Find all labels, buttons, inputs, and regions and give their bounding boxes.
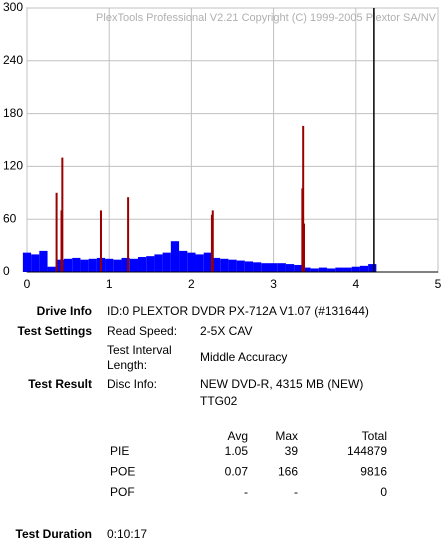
- bar: [137, 257, 147, 272]
- info-panel: Drive Info ID:0 PLEXTOR DVDR PX-712A V1.…: [16, 304, 387, 541]
- row-label: POF: [110, 485, 135, 499]
- bar: [22, 252, 32, 272]
- bar: [228, 259, 237, 272]
- cell: 9816: [360, 465, 387, 479]
- y-tick-label: 0: [3, 264, 10, 278]
- column-header: Avg: [228, 429, 248, 443]
- label: Length:: [107, 358, 147, 372]
- value: NEW DVD-R, 4315 MB (NEW): [200, 377, 363, 391]
- bar: [343, 267, 352, 272]
- bar: [72, 257, 81, 272]
- cell: 39: [285, 444, 299, 458]
- bar: [55, 259, 64, 272]
- bar: [302, 125, 305, 272]
- cell: 144879: [347, 444, 387, 458]
- bar: [269, 263, 278, 272]
- x-tick-label: 4: [352, 277, 359, 291]
- row-label: POE: [110, 465, 135, 479]
- bar: [99, 210, 102, 272]
- y-tick-label: 180: [3, 106, 23, 120]
- cell: 166: [278, 465, 298, 479]
- bar: [113, 259, 122, 272]
- value: Middle Accuracy: [200, 350, 287, 364]
- column-header: Total: [362, 429, 387, 443]
- bar: [162, 252, 171, 272]
- y-tick-label: 240: [3, 53, 23, 67]
- value: TTG02: [200, 394, 238, 408]
- bar: [261, 263, 270, 272]
- bar: [253, 262, 262, 272]
- bar: [187, 252, 196, 272]
- plot-area: [26, 7, 439, 273]
- label: Drive Info: [37, 304, 92, 318]
- bar: [80, 259, 89, 272]
- bar: [179, 250, 188, 272]
- label: Disc Info:: [107, 377, 157, 391]
- bar: [302, 267, 311, 272]
- x-tick-label: 1: [106, 277, 113, 291]
- cell: -: [294, 485, 298, 499]
- bar: [211, 210, 214, 272]
- bar: [121, 257, 130, 272]
- bar: [105, 258, 114, 272]
- bar: [368, 264, 377, 272]
- watermark: PlexTools Professional V2.21 Copyright (…: [96, 12, 437, 24]
- bar: [327, 268, 336, 272]
- bar: [31, 254, 40, 272]
- bar: [277, 263, 286, 272]
- bar: [195, 254, 204, 272]
- bar: [310, 268, 319, 272]
- value: 0:10:17: [107, 527, 147, 541]
- x-tick-label: 0: [24, 277, 31, 291]
- bar: [154, 254, 163, 272]
- bar: [294, 264, 303, 272]
- value: ID:0 PLEXTOR DVDR PX-712A V1.07 (#131644…: [107, 304, 369, 318]
- bar: [170, 241, 180, 272]
- x-tick-label: 2: [188, 277, 195, 291]
- bar: [351, 266, 360, 272]
- value: 2-5X CAV: [200, 324, 252, 338]
- bar: [63, 258, 73, 272]
- bar: [88, 258, 97, 272]
- label: Test Duration: [16, 527, 92, 541]
- bar: [47, 266, 56, 272]
- bar: [129, 258, 138, 272]
- bar: [318, 267, 328, 272]
- cell: 0.07: [225, 465, 249, 479]
- bar: [303, 223, 306, 272]
- y-tick-label: 60: [3, 211, 17, 225]
- bar: [220, 258, 229, 272]
- bar: [146, 256, 155, 272]
- column-header: Max: [275, 429, 298, 443]
- bar: [55, 192, 58, 272]
- bar: [359, 265, 369, 272]
- bar: [39, 250, 48, 272]
- bar: [236, 260, 245, 272]
- label: Test Settings: [18, 324, 93, 338]
- row-label: PIE: [110, 444, 129, 458]
- cell: 0: [380, 485, 387, 499]
- label: Read Speed:: [107, 324, 177, 338]
- cell: 1.05: [225, 444, 249, 458]
- bar: [244, 261, 254, 272]
- label: Test Result: [28, 377, 92, 391]
- bar: [211, 257, 221, 272]
- bar: [335, 267, 344, 272]
- y-tick-label: 300: [3, 0, 23, 14]
- bar: [285, 264, 295, 272]
- label: Test Interval: [107, 343, 172, 357]
- bar: [127, 197, 130, 272]
- x-tick-label: 5: [435, 277, 442, 291]
- bar: [61, 157, 64, 272]
- cell: -: [244, 485, 248, 499]
- x-tick-label: 3: [270, 277, 277, 291]
- bar: [203, 252, 212, 272]
- y-tick-label: 120: [3, 159, 23, 173]
